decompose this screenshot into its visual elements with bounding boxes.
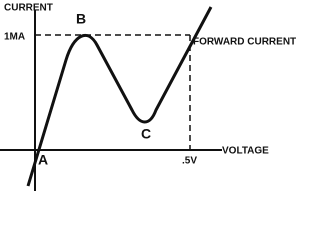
point-b-label: B	[76, 11, 86, 27]
tunnel-diode-diagram: CURRENT 1MA B FORWARD CURRENT C A .5V VO…	[0, 3, 296, 191]
forward-current-label: FORWARD CURRENT	[193, 37, 296, 48]
y-axis-label: CURRENT	[4, 3, 53, 14]
point-a-label: A	[38, 152, 48, 168]
voltage-label: .5V	[182, 156, 197, 167]
x-axis-label: VOLTAGE	[222, 146, 269, 157]
characteristic-curve	[26, 6, 213, 187]
current-label: 1MA	[4, 32, 25, 43]
point-c-label: C	[141, 126, 151, 142]
